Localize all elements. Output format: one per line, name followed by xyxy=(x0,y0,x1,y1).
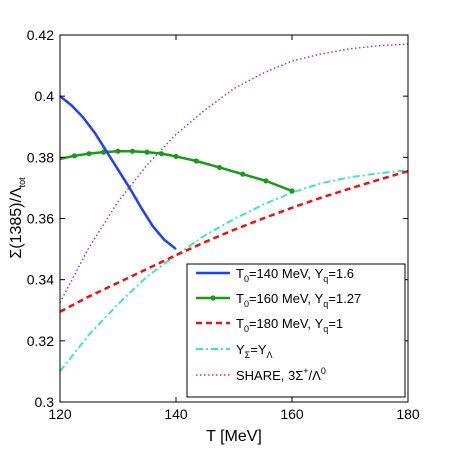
legend-label-2: T0=160 MeV, Υq=1.27 xyxy=(236,291,361,309)
x-tick-label: 160 xyxy=(280,406,304,422)
series-marker xyxy=(129,148,136,154)
series-marker xyxy=(289,188,295,194)
ticks-layer: 120 140 160 180 0.3 0.32 0.34 0.36 0.38 0.4 0.42 xyxy=(27,27,420,422)
y-tick-label: 0.38 xyxy=(27,149,54,165)
series-marker xyxy=(158,151,165,157)
legend-box xyxy=(186,263,406,398)
legend-label-1: T0=140 MeV, Υq=1.6 xyxy=(236,266,354,284)
y-tick-label: 0.3 xyxy=(35,394,55,410)
series-line-1 xyxy=(59,95,177,251)
x-tick-label: 140 xyxy=(164,406,188,422)
series-line-3 xyxy=(59,169,409,313)
series-marker xyxy=(86,151,92,157)
y-tick-label: 0.34 xyxy=(27,272,54,288)
series-marker xyxy=(115,148,121,154)
series-marker xyxy=(263,178,269,184)
legend-label-3: T0=180 MeV, Υq=1 xyxy=(236,316,343,334)
y-axis-label: Σ(1385)/Λtot xyxy=(8,177,27,259)
series-marker xyxy=(216,164,223,171)
legend-label-5: SHARE, 3Σ+/Λ0 xyxy=(236,366,326,383)
y-tick-label: 0.32 xyxy=(27,333,54,349)
y-tick-label: 0.42 xyxy=(27,27,54,43)
legend: T0=140 MeV, Υq=1.6 T0=160 MeV, Υq=1.27 T… xyxy=(186,263,406,398)
x-axis-label: T [MeV] xyxy=(206,428,262,445)
series-marker xyxy=(240,171,246,177)
series-marker xyxy=(71,153,78,159)
y-tick-label: 0.36 xyxy=(27,211,54,227)
x-tick-label: 120 xyxy=(48,406,72,422)
series-layer xyxy=(59,43,409,373)
legend-marker-2 xyxy=(210,295,216,301)
series-line-5 xyxy=(59,43,409,303)
series-marker xyxy=(173,153,179,160)
y-tick-label: 0.4 xyxy=(35,88,55,104)
series-marker xyxy=(144,149,150,155)
x-tick-label: 180 xyxy=(396,406,420,422)
series-marker xyxy=(193,158,199,164)
